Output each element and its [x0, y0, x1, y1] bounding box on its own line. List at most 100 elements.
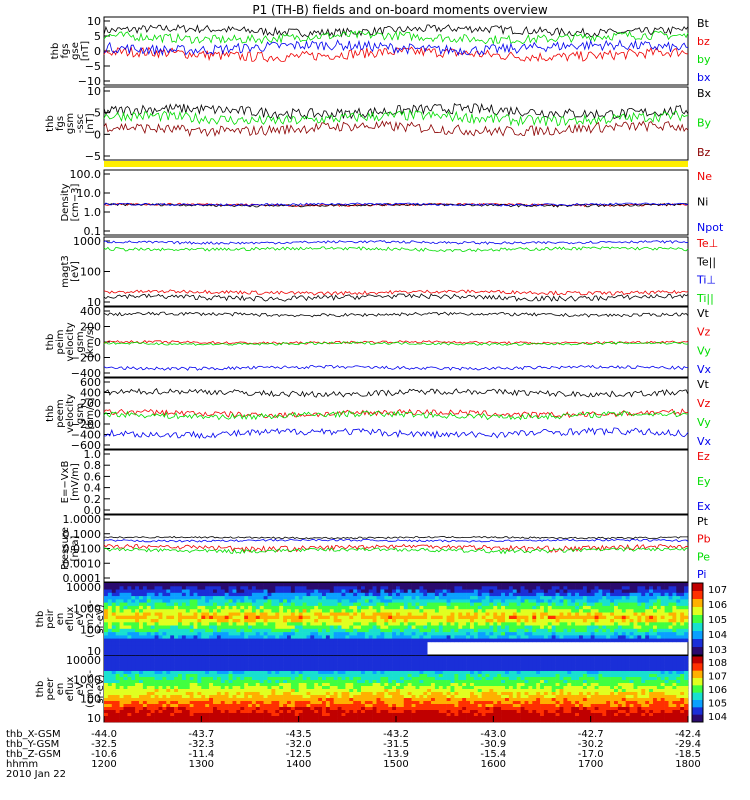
heatmap-cell — [656, 638, 662, 643]
heatmap-cell — [205, 586, 210, 590]
heatmap-cell — [551, 599, 556, 603]
heatmap-cell — [376, 641, 381, 646]
heatmap-cell — [119, 605, 124, 610]
heatmap-cell — [146, 701, 151, 705]
heatmap-cell — [213, 622, 218, 626]
heatmap-cell — [158, 599, 163, 603]
heatmap-cell — [255, 632, 260, 636]
heatmap-cell — [135, 707, 140, 711]
heatmap-cell — [275, 632, 280, 636]
heatmap-cell — [353, 635, 358, 639]
heatmap-cell — [205, 628, 210, 633]
heatmap-cell — [419, 602, 424, 607]
heatmap-cell — [547, 619, 552, 623]
heatmap-cell — [325, 648, 331, 653]
heatmap-cell — [361, 704, 366, 708]
heatmap-cell — [146, 671, 151, 675]
heatmap-cell — [170, 680, 175, 684]
heatmap-cell — [551, 609, 556, 613]
heatmap-cell — [216, 689, 222, 693]
heatmap-cell — [641, 599, 646, 603]
heatmap-cell — [333, 656, 338, 660]
heatmap-cell — [450, 632, 455, 636]
heatmap-cell — [462, 596, 467, 600]
heatmap-cell — [236, 671, 241, 675]
heatmap-cell — [193, 683, 198, 687]
heatmap-cell — [357, 662, 362, 666]
heatmap-cell — [536, 622, 541, 626]
heatmap-cell — [660, 596, 665, 600]
heatmap-cell — [337, 680, 342, 684]
heatmap-cell — [189, 656, 194, 660]
heatmap-cell — [205, 651, 210, 656]
heatmap-cell — [333, 619, 338, 623]
heatmap-cell — [142, 615, 148, 620]
heatmap-cell — [392, 635, 397, 639]
heatmap-cell — [283, 665, 288, 669]
heatmap-cell — [318, 592, 323, 597]
heatmap-cell — [341, 625, 346, 630]
heatmap-cell — [139, 701, 144, 705]
heatmap-cell — [322, 695, 327, 699]
heatmap-cell — [501, 628, 506, 633]
heatmap-cell — [228, 692, 233, 696]
heatmap-cell — [275, 659, 280, 663]
heatmap-cell — [236, 592, 241, 597]
heatmap-cell — [668, 602, 673, 607]
heatmap-cell — [392, 589, 397, 594]
heatmap-cell — [201, 674, 206, 678]
heatmap-cell — [407, 686, 412, 690]
heatmap-cell — [302, 612, 307, 617]
heatmap-cell — [255, 707, 260, 711]
heatmap-cell — [357, 695, 362, 699]
heatmap-cell — [668, 605, 673, 610]
heatmap-cell — [193, 628, 198, 633]
heatmap-cell — [166, 659, 171, 663]
heatmap-cell — [162, 602, 167, 607]
heatmap-cell — [162, 635, 167, 639]
heatmap-cell — [170, 668, 175, 672]
heatmap-cell — [201, 596, 206, 600]
heatmap-cell — [205, 704, 210, 708]
heatmap-cell — [368, 680, 373, 684]
heatmap-cell — [567, 625, 572, 630]
heatmap-cell — [341, 609, 346, 613]
heatmap-cell — [220, 592, 225, 597]
heatmap-cell — [178, 609, 183, 613]
heatmap-cell — [357, 674, 362, 678]
heatmap-cell — [668, 625, 673, 630]
heatmap-cell — [392, 680, 397, 684]
heatmap-cell — [248, 665, 253, 669]
heatmap-cell — [353, 704, 358, 708]
heatmap-cell — [236, 622, 241, 626]
heatmap-cell — [653, 638, 658, 643]
heatmap-cell — [508, 592, 514, 597]
heatmap-cell — [123, 586, 128, 590]
heatmap-cell — [450, 586, 455, 590]
heatmap-cell — [119, 599, 124, 603]
legend-Ti⊥: Ti⊥ — [696, 274, 716, 287]
heatmap-cell — [158, 602, 163, 607]
heatmap-cell — [119, 656, 124, 660]
heatmap-cell — [637, 586, 642, 590]
heatmap-cell — [477, 583, 482, 587]
legend-Vy: Vy — [697, 416, 711, 429]
heatmap-cell — [255, 704, 260, 708]
heatmap-cell — [181, 719, 187, 723]
heatmap-cell — [602, 615, 607, 620]
heatmap-cell — [290, 602, 296, 607]
heatmap-cell — [376, 686, 381, 690]
heatmap-cell — [493, 589, 498, 594]
heatmap-cell — [150, 592, 155, 597]
heatmap-cell — [680, 605, 685, 610]
heatmap-cell — [154, 602, 159, 607]
heatmap-cell — [672, 628, 677, 633]
heatmap-cell — [146, 632, 151, 636]
heatmap-cell — [357, 710, 362, 714]
heatmap-cell — [454, 635, 459, 639]
heatmap-cell — [629, 612, 634, 617]
heatmap-cell — [220, 605, 225, 610]
heatmap-cell — [524, 635, 529, 639]
heatmap-cell — [142, 665, 148, 669]
heatmap-cell — [322, 622, 327, 626]
